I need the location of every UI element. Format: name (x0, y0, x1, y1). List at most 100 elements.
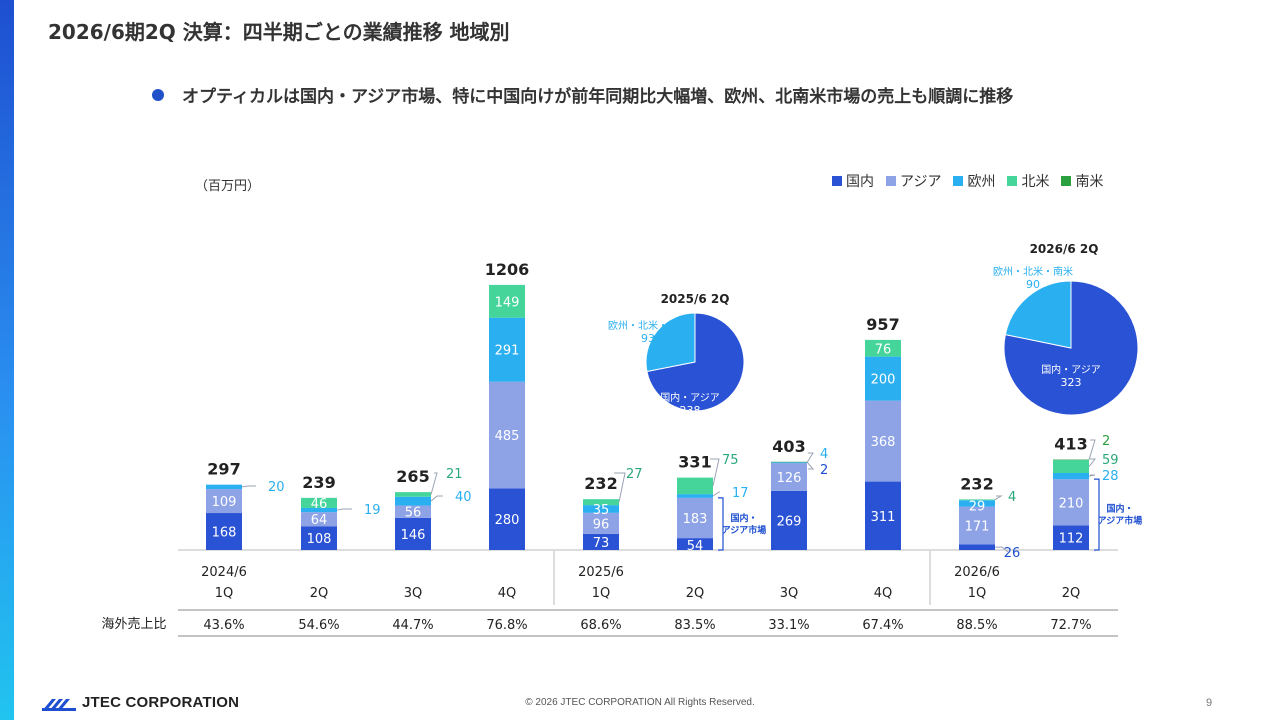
legend-swatch (1061, 176, 1072, 186)
bar-segment-label: 291 (495, 344, 520, 359)
ratio-value: 44.7% (392, 618, 433, 633)
bar-segment-callout: 28 (1102, 469, 1119, 484)
bar-segment (206, 513, 242, 550)
x-tick-label: 1Q (968, 586, 987, 601)
bar-segment (865, 400, 901, 482)
bar-segment (301, 512, 337, 527)
bar-segment (489, 488, 525, 550)
bar-segment-label: 73 (593, 536, 610, 551)
leader-line (712, 491, 720, 497)
bar-segment-label: 54 (687, 539, 704, 554)
bar-segment (865, 356, 901, 401)
bar-segment (959, 544, 995, 550)
logo-text: JTEC CORPORATION (82, 694, 240, 711)
x-year-label: 2024/6 (201, 565, 247, 580)
unit-label: （百万円） (195, 179, 261, 194)
pie-title: 2025/6 2Q (661, 292, 730, 306)
x-tick-label: 3Q (404, 586, 423, 601)
pie-title: 2026/6 2Q (1030, 242, 1099, 256)
bar-segment (1053, 479, 1089, 526)
bar-total-label: 403 (772, 437, 805, 456)
bar-segment-label: 109 (212, 495, 237, 510)
bar-segment-label: 280 (495, 513, 520, 528)
pie-slice-value: 93 (641, 332, 655, 345)
bar-segment (959, 500, 995, 507)
legend-item-south-america: 南米 (1061, 171, 1103, 191)
bar-segment (395, 517, 431, 550)
legend-swatch (953, 176, 964, 186)
bar-segment (489, 317, 525, 382)
ratio-row-label: 海外売上比 (101, 616, 166, 632)
bar-segment-label: 183 (683, 512, 708, 527)
x-tick-label: 2Q (310, 586, 329, 601)
bar-segment-callout: 20 (268, 480, 285, 495)
legend-swatch (1007, 176, 1018, 186)
bar-segment (301, 526, 337, 550)
x-year-label: 2026/6 (954, 565, 1000, 580)
leader-line (1088, 458, 1097, 467)
legend-label: アジア (900, 174, 942, 190)
legend-label: 南米 (1075, 174, 1104, 190)
bar-segment (395, 505, 431, 518)
leader-line (430, 472, 438, 495)
ratio-value: 54.6% (298, 618, 339, 633)
ratio-value: 72.7% (1050, 618, 1091, 633)
bar-segment (301, 507, 337, 513)
leader-line (241, 485, 256, 488)
bar-segment-label: 96 (593, 517, 610, 532)
bracket-label: アジア市場 (722, 524, 767, 536)
legend-swatch (886, 176, 896, 186)
pie-slice-label: 国内・アジア (1041, 363, 1101, 376)
ratio-value: 33.1% (768, 618, 809, 633)
leader-line (995, 546, 1009, 553)
x-year-label: 2025/6 (578, 565, 624, 580)
bar-segment (395, 496, 431, 506)
bar-segment (1053, 525, 1089, 550)
bar-segment-label: 168 (212, 526, 237, 541)
bar-segment (959, 499, 995, 501)
jtec-logo-icon (42, 698, 76, 711)
bar-segment (771, 462, 807, 464)
bar-segment-callout: 4 (1008, 490, 1016, 505)
bracket-label: アジア市場 (1098, 515, 1143, 527)
leader-line (806, 452, 814, 463)
bar-segment-callout: 21 (446, 467, 463, 482)
bar-segment-callout: 27 (626, 467, 643, 482)
bar-segment-label: 149 (495, 295, 520, 310)
bar-total-label: 957 (866, 315, 899, 334)
bar-segment-callout: 2 (820, 463, 828, 478)
bar-segment-callout: 26 (1004, 546, 1021, 561)
legend-item-north-america: 北米 (1007, 171, 1049, 191)
bar-total-label: 1206 (485, 260, 530, 279)
bar-segment-label: 146 (401, 528, 426, 543)
bar-total-label: 265 (396, 467, 429, 486)
bar-segment-callout: 40 (455, 490, 472, 505)
bar-segment (1053, 460, 1089, 473)
chart-legend: 国内 アジア 欧州 北米 南米 (832, 171, 1103, 191)
x-tick-label: 2Q (686, 586, 705, 601)
bar-segment (206, 489, 242, 514)
pie-slice-value: 90 (1026, 278, 1040, 291)
bar-segment (489, 381, 525, 489)
pie-slice-label: 欧州・北米・南米 (993, 265, 1073, 278)
bar-total-label: 232 (584, 474, 617, 493)
x-tick-label: 1Q (592, 586, 611, 601)
leader-line (994, 495, 1003, 501)
bar-segment-label: 29 (969, 499, 986, 514)
bar-segment (771, 490, 807, 550)
bar-total-label: 331 (678, 453, 711, 472)
pie-slice-value: 323 (1061, 376, 1082, 389)
bar-segment-label: 200 (871, 373, 896, 388)
bar-total-label: 413 (1054, 435, 1087, 454)
bar-segment (583, 533, 619, 550)
bar-segment-label: 56 (405, 506, 422, 521)
legend-item-europe: 欧州 (953, 171, 995, 191)
leader-line (336, 508, 352, 511)
legend-swatch (832, 176, 842, 186)
legend-label: 国内 (846, 174, 874, 190)
summary-bullet: オプティカルは国内・アジア市場、特に中国向けが前年同期比大幅増、欧州、北南米市場… (152, 82, 1013, 107)
legend-item-domestic: 国内 (832, 171, 874, 191)
bar-segment-label: 112 (1059, 532, 1084, 547)
bar-segment (301, 497, 337, 508)
bar-segment-label: 35 (593, 503, 610, 518)
